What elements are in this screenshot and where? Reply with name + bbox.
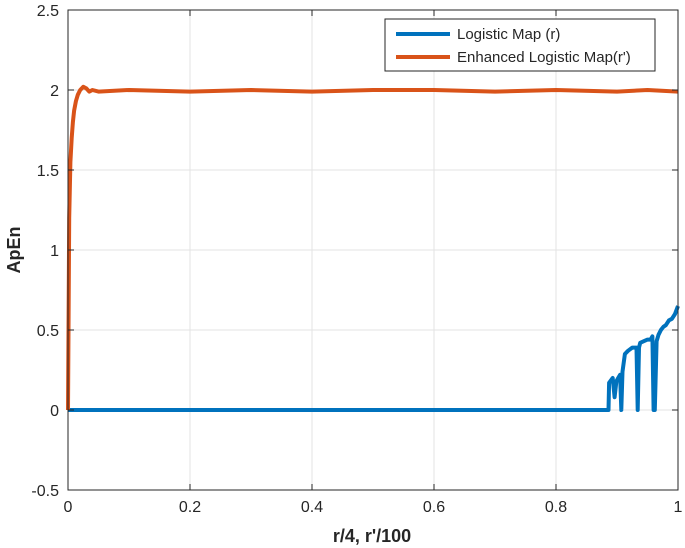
legend-label-enhanced: Enhanced Logistic Map(r') <box>457 49 631 66</box>
legend: Logistic Map (r) Enhanced Logistic Map(r… <box>384 18 656 72</box>
x-tick-label: 0.2 <box>179 499 201 516</box>
y-tick-label: 2 <box>50 83 59 100</box>
legend-box <box>384 18 656 72</box>
series-line-1 <box>66 84 679 411</box>
x-tick-label: 0.4 <box>301 499 323 516</box>
x-tick-label: 0 <box>64 499 73 516</box>
legend-label-logistic: Logistic Map (r) <box>457 26 560 43</box>
x-tick-label: 1 <box>674 499 683 516</box>
y-axis-title: ApEn <box>4 227 24 274</box>
y-tick-label: 0.5 <box>37 323 59 340</box>
series-line-0 <box>68 305 680 412</box>
x-tick-label: 0.8 <box>545 499 567 516</box>
ticks <box>67 9 679 491</box>
x-axis-title: r/4, r'/100 <box>333 526 411 546</box>
x-tick-label: 0.6 <box>423 499 445 516</box>
y-tick-label: 1 <box>50 243 59 260</box>
y-tick-label: 0 <box>50 403 59 420</box>
tick-labels: 0 0.2 0.4 0.6 0.8 1 -0.5 0 0.5 1 1.5 2 2.5 <box>31 3 682 516</box>
y-tick-label: -0.5 <box>31 483 59 500</box>
series-layer <box>66 84 680 412</box>
y-tick-label: 1.5 <box>37 163 59 180</box>
y-tick-label: 2.5 <box>37 3 59 20</box>
